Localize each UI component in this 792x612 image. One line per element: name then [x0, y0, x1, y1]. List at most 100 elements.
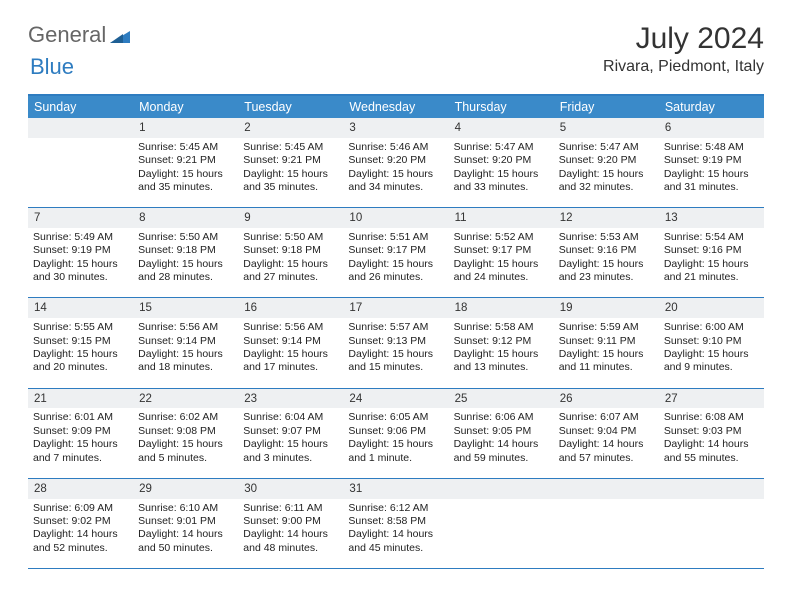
- daylight-line: Daylight: 15 hours and 24 minutes.: [454, 258, 549, 285]
- brand-part1: General: [28, 22, 106, 48]
- daylight-line: Daylight: 15 hours and 13 minutes.: [454, 348, 549, 375]
- title-block: July 2024 Rivara, Piedmont, Italy: [603, 22, 764, 76]
- day-number-cell: 25: [449, 388, 554, 408]
- day-number-cell: 7: [28, 208, 133, 228]
- sunrise-line: Sunrise: 5:49 AM: [33, 231, 128, 244]
- sunset-line: Sunset: 9:02 PM: [33, 515, 128, 528]
- day-data-cell: Sunrise: 6:06 AMSunset: 9:05 PMDaylight:…: [449, 408, 554, 478]
- sunset-line: Sunset: 9:10 PM: [664, 335, 759, 348]
- day-number-row: 14151617181920: [28, 298, 764, 318]
- daylight-line: Daylight: 15 hours and 7 minutes.: [33, 438, 128, 465]
- day-number-row: 28293031: [28, 478, 764, 498]
- weekday-tue: Tuesday: [238, 96, 343, 118]
- sunrise-line: Sunrise: 6:09 AM: [33, 502, 128, 515]
- calendar-table: Sunday Monday Tuesday Wednesday Thursday…: [28, 96, 764, 569]
- sunset-line: Sunset: 9:03 PM: [664, 425, 759, 438]
- day-number-cell: 14: [28, 298, 133, 318]
- day-number-row: 78910111213: [28, 208, 764, 228]
- day-number-cell: [659, 478, 764, 498]
- day-data-cell: Sunrise: 5:52 AMSunset: 9:17 PMDaylight:…: [449, 228, 554, 298]
- day-number-cell: [449, 478, 554, 498]
- day-data-cell: Sunrise: 5:50 AMSunset: 9:18 PMDaylight:…: [133, 228, 238, 298]
- sunset-line: Sunset: 9:12 PM: [454, 335, 549, 348]
- sunrise-line: Sunrise: 5:56 AM: [243, 321, 338, 334]
- sunrise-line: Sunrise: 5:53 AM: [559, 231, 654, 244]
- sunset-line: Sunset: 9:20 PM: [559, 154, 654, 167]
- day-data-cell: Sunrise: 6:12 AMSunset: 8:58 PMDaylight:…: [343, 499, 448, 569]
- daylight-line: Daylight: 15 hours and 11 minutes.: [559, 348, 654, 375]
- daylight-line: Daylight: 15 hours and 33 minutes.: [454, 168, 549, 195]
- day-data-cell: Sunrise: 5:56 AMSunset: 9:14 PMDaylight:…: [133, 318, 238, 388]
- sunrise-line: Sunrise: 6:00 AM: [664, 321, 759, 334]
- brand-part2: Blue: [30, 54, 74, 79]
- day-number-cell: [28, 118, 133, 138]
- sunrise-line: Sunrise: 5:47 AM: [454, 141, 549, 154]
- daylight-line: Daylight: 15 hours and 27 minutes.: [243, 258, 338, 285]
- sunrise-line: Sunrise: 5:56 AM: [138, 321, 233, 334]
- daylight-line: Daylight: 15 hours and 20 minutes.: [33, 348, 128, 375]
- sunset-line: Sunset: 9:14 PM: [243, 335, 338, 348]
- day-data-cell: Sunrise: 6:05 AMSunset: 9:06 PMDaylight:…: [343, 408, 448, 478]
- sunset-line: Sunset: 9:05 PM: [454, 425, 549, 438]
- day-number-cell: 12: [554, 208, 659, 228]
- sunset-line: Sunset: 9:17 PM: [348, 244, 443, 257]
- sunrise-line: Sunrise: 5:46 AM: [348, 141, 443, 154]
- day-number-cell: 10: [343, 208, 448, 228]
- daylight-line: Daylight: 15 hours and 31 minutes.: [664, 168, 759, 195]
- day-number-cell: 22: [133, 388, 238, 408]
- location-text: Rivara, Piedmont, Italy: [603, 58, 764, 76]
- daylight-line: Daylight: 15 hours and 23 minutes.: [559, 258, 654, 285]
- day-data-cell: Sunrise: 6:00 AMSunset: 9:10 PMDaylight:…: [659, 318, 764, 388]
- weekday-fri: Friday: [554, 96, 659, 118]
- daylight-line: Daylight: 15 hours and 5 minutes.: [138, 438, 233, 465]
- daylight-line: Daylight: 15 hours and 32 minutes.: [559, 168, 654, 195]
- daylight-line: Daylight: 15 hours and 15 minutes.: [348, 348, 443, 375]
- daylight-line: Daylight: 14 hours and 50 minutes.: [138, 528, 233, 555]
- day-data-cell: [449, 499, 554, 569]
- sunrise-line: Sunrise: 5:50 AM: [243, 231, 338, 244]
- daylight-line: Daylight: 15 hours and 9 minutes.: [664, 348, 759, 375]
- sunset-line: Sunset: 9:17 PM: [454, 244, 549, 257]
- weekday-header-row: Sunday Monday Tuesday Wednesday Thursday…: [28, 96, 764, 118]
- weekday-wed: Wednesday: [343, 96, 448, 118]
- sunset-line: Sunset: 9:11 PM: [559, 335, 654, 348]
- daylight-line: Daylight: 15 hours and 30 minutes.: [33, 258, 128, 285]
- day-data-row: Sunrise: 6:01 AMSunset: 9:09 PMDaylight:…: [28, 408, 764, 478]
- day-data-cell: Sunrise: 5:48 AMSunset: 9:19 PMDaylight:…: [659, 138, 764, 208]
- sunset-line: Sunset: 9:04 PM: [559, 425, 654, 438]
- daylight-line: Daylight: 15 hours and 18 minutes.: [138, 348, 233, 375]
- day-data-cell: Sunrise: 5:49 AMSunset: 9:19 PMDaylight:…: [28, 228, 133, 298]
- sunrise-line: Sunrise: 5:52 AM: [454, 231, 549, 244]
- day-data-row: Sunrise: 5:49 AMSunset: 9:19 PMDaylight:…: [28, 228, 764, 298]
- weekday-sat: Saturday: [659, 96, 764, 118]
- day-data-cell: [659, 499, 764, 569]
- day-number-cell: 9: [238, 208, 343, 228]
- daylight-line: Daylight: 14 hours and 57 minutes.: [559, 438, 654, 465]
- daylight-line: Daylight: 14 hours and 52 minutes.: [33, 528, 128, 555]
- brand-triangle-icon: [110, 27, 130, 43]
- daylight-line: Daylight: 14 hours and 48 minutes.: [243, 528, 338, 555]
- sunrise-line: Sunrise: 6:06 AM: [454, 411, 549, 424]
- weekday-sun: Sunday: [28, 96, 133, 118]
- daylight-line: Daylight: 15 hours and 3 minutes.: [243, 438, 338, 465]
- daylight-line: Daylight: 15 hours and 26 minutes.: [348, 258, 443, 285]
- day-number-cell: 13: [659, 208, 764, 228]
- sunset-line: Sunset: 9:21 PM: [243, 154, 338, 167]
- day-data-cell: Sunrise: 5:53 AMSunset: 9:16 PMDaylight:…: [554, 228, 659, 298]
- sunset-line: Sunset: 8:58 PM: [348, 515, 443, 528]
- sunrise-line: Sunrise: 6:08 AM: [664, 411, 759, 424]
- daylight-line: Daylight: 15 hours and 34 minutes.: [348, 168, 443, 195]
- sunset-line: Sunset: 9:01 PM: [138, 515, 233, 528]
- sunrise-line: Sunrise: 5:54 AM: [664, 231, 759, 244]
- day-data-cell: Sunrise: 5:47 AMSunset: 9:20 PMDaylight:…: [449, 138, 554, 208]
- day-number-cell: 21: [28, 388, 133, 408]
- sunrise-line: Sunrise: 5:55 AM: [33, 321, 128, 334]
- sunrise-line: Sunrise: 6:04 AM: [243, 411, 338, 424]
- day-number-cell: 15: [133, 298, 238, 318]
- day-data-cell: [28, 138, 133, 208]
- daylight-line: Daylight: 15 hours and 35 minutes.: [243, 168, 338, 195]
- daylight-line: Daylight: 14 hours and 59 minutes.: [454, 438, 549, 465]
- day-data-cell: Sunrise: 6:07 AMSunset: 9:04 PMDaylight:…: [554, 408, 659, 478]
- sunset-line: Sunset: 9:06 PM: [348, 425, 443, 438]
- day-data-cell: Sunrise: 6:10 AMSunset: 9:01 PMDaylight:…: [133, 499, 238, 569]
